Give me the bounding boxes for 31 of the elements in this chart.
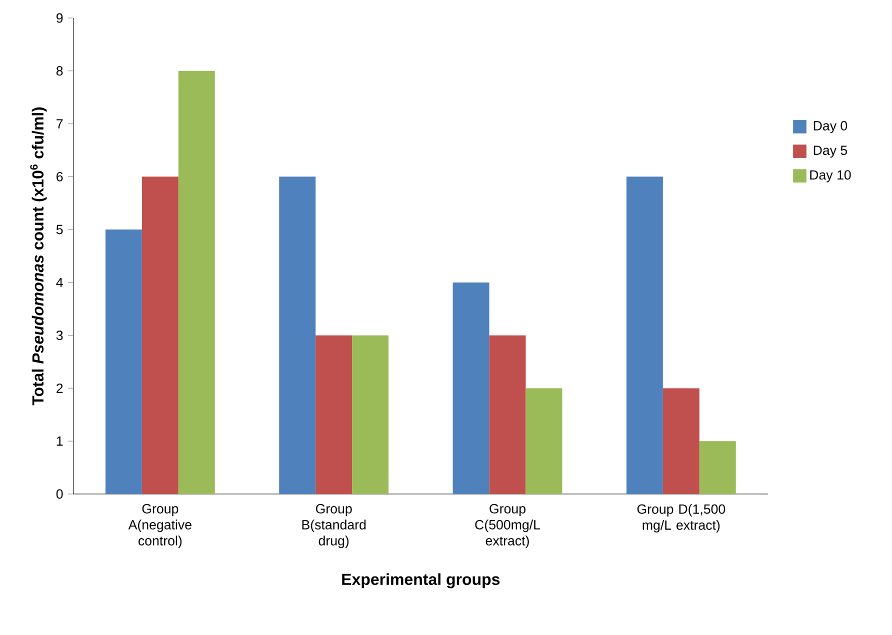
bar: [452, 282, 490, 494]
x-tick-label: Group D(1,500 mg/L extract): [637, 504, 726, 532]
bar: [178, 70, 215, 494]
legend-label: Day 0: [814, 121, 848, 134]
bar: [489, 335, 526, 494]
y-tick-label: 0: [56, 489, 63, 499]
bar: [699, 441, 736, 494]
x-tick-label: Group B(standard drug): [302, 504, 366, 548]
x-axis-title: Experimental groups: [342, 573, 500, 588]
bar: [626, 176, 663, 494]
y-tick-label: 8: [56, 66, 63, 76]
y-tick-label: 6: [56, 172, 63, 182]
x-tick-label: Group A(negative control): [128, 504, 192, 548]
y-tick-label: 9: [56, 13, 63, 23]
legend-label: Day 5: [814, 146, 848, 158]
bar: [279, 176, 316, 494]
y-tick-label: 5: [56, 224, 63, 234]
y-tick-label: 4: [56, 278, 63, 288]
bar: [352, 335, 389, 494]
bar: [316, 335, 352, 494]
bar: [142, 176, 178, 494]
y-tick-label: 1: [56, 436, 63, 446]
legend-label: Day 10: [810, 170, 851, 182]
y-tick-label: 3: [56, 330, 63, 340]
y-tick-label: 7: [56, 119, 63, 128]
y-tick-label: 2: [56, 384, 63, 393]
bar: [105, 230, 142, 494]
text: Total Pseudomonas count (x10$^{6}$ cfu/ml): [30, 107, 47, 406]
bar: [526, 388, 562, 494]
x-tick-label: Group C(500mg/L extract): [475, 504, 540, 548]
bar: [662, 388, 700, 494]
